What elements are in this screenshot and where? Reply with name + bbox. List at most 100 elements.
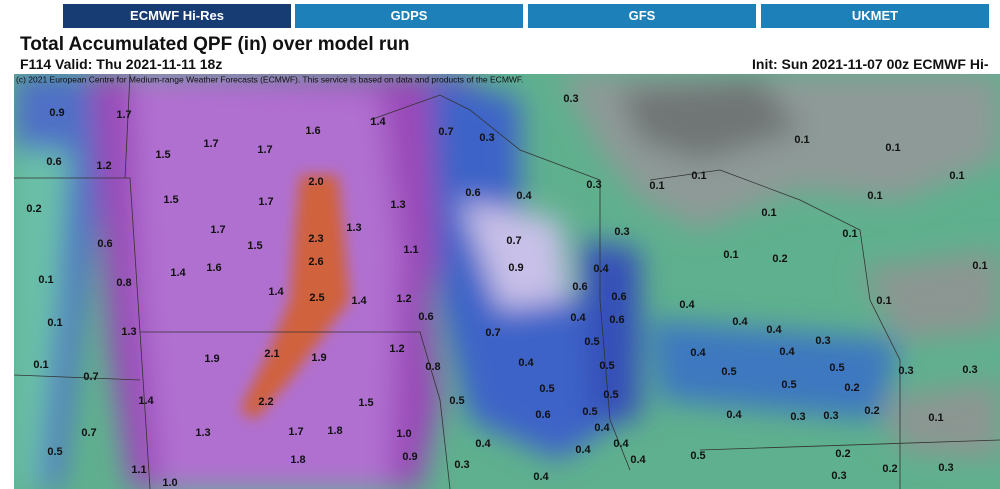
value-label: 0.6 bbox=[465, 187, 480, 199]
value-label: 1.4 bbox=[351, 295, 367, 307]
value-label: 1.2 bbox=[396, 293, 411, 305]
value-label: 0.1 bbox=[761, 207, 776, 219]
value-label: 0.1 bbox=[723, 249, 738, 261]
value-label: 1.6 bbox=[305, 125, 320, 137]
value-label: 2.6 bbox=[308, 256, 323, 268]
boundaries bbox=[14, 74, 1000, 489]
value-label: 2.2 bbox=[258, 396, 273, 408]
value-label: 2.5 bbox=[309, 292, 324, 304]
value-label: 1.9 bbox=[204, 353, 219, 365]
value-label: 0.6 bbox=[46, 156, 61, 168]
value-label: 1.7 bbox=[258, 196, 273, 208]
value-label: 2.1 bbox=[264, 348, 279, 360]
value-label: 0.5 bbox=[603, 389, 618, 401]
value-label: 1.4 bbox=[268, 286, 284, 298]
value-label: 0.4 bbox=[475, 438, 491, 450]
value-label: 0.1 bbox=[794, 134, 809, 146]
value-label: 0.5 bbox=[449, 395, 464, 407]
value-label: 2.3 bbox=[308, 233, 323, 245]
value-label: 1.7 bbox=[257, 144, 272, 156]
value-label: 0.5 bbox=[690, 450, 705, 462]
tab[interactable]: UKMET bbox=[761, 4, 989, 28]
value-label: 1.5 bbox=[155, 149, 170, 161]
map: (c) 2021 European Centre for Medium-rang… bbox=[14, 74, 1000, 489]
value-label: 1.7 bbox=[210, 224, 225, 236]
copyright: (c) 2021 European Centre for Medium-rang… bbox=[16, 74, 524, 84]
value-label: 0.4 bbox=[575, 444, 591, 456]
value-label: 0.3 bbox=[823, 410, 838, 422]
value-label: 0.5 bbox=[781, 379, 796, 391]
value-label: 0.2 bbox=[864, 405, 879, 417]
value-label: 0.2 bbox=[26, 203, 41, 215]
value-label: 0.3 bbox=[563, 93, 578, 105]
value-label: 1.4 bbox=[170, 267, 186, 279]
value-label: 1.1 bbox=[403, 244, 418, 256]
value-label: 0.2 bbox=[772, 253, 787, 265]
value-label: 0.1 bbox=[38, 274, 53, 286]
value-label: 1.4 bbox=[138, 395, 154, 407]
value-label: 0.4 bbox=[766, 324, 782, 336]
value-label: 0.3 bbox=[614, 226, 629, 238]
value-label: 0.4 bbox=[732, 316, 748, 328]
value-label: 1.2 bbox=[389, 343, 404, 355]
value-label: 0.2 bbox=[882, 463, 897, 475]
tab[interactable]: GFS bbox=[528, 4, 756, 28]
value-label: 0.6 bbox=[611, 291, 626, 303]
value-label: 0.6 bbox=[572, 281, 587, 293]
value-label: 0.7 bbox=[438, 126, 453, 138]
value-label: 0.1 bbox=[972, 260, 987, 272]
value-label: 0.5 bbox=[539, 383, 554, 395]
value-label: 0.4 bbox=[593, 263, 609, 275]
value-label: 0.5 bbox=[47, 446, 62, 458]
value-label: 0.1 bbox=[867, 190, 882, 202]
value-label: 0.5 bbox=[829, 362, 844, 374]
value-label: 1.7 bbox=[203, 138, 218, 150]
value-label: 0.4 bbox=[630, 454, 646, 466]
value-label: 0.4 bbox=[594, 422, 610, 434]
value-label: 0.9 bbox=[402, 451, 417, 463]
value-label: 0.5 bbox=[584, 336, 599, 348]
value-label: 0.7 bbox=[83, 371, 98, 383]
value-label: 0.4 bbox=[613, 438, 629, 450]
value-label: 0.4 bbox=[726, 409, 742, 421]
value-label: 1.3 bbox=[390, 199, 405, 211]
value-label: 1.5 bbox=[247, 240, 262, 252]
value-label: 0.1 bbox=[876, 295, 891, 307]
value-label: 1.1 bbox=[131, 464, 146, 476]
value-label: 1.0 bbox=[396, 428, 411, 440]
value-label: 0.4 bbox=[516, 190, 532, 202]
value-label: 1.7 bbox=[116, 109, 131, 121]
value-label: 1.3 bbox=[121, 326, 136, 338]
value-label: 1.2 bbox=[96, 160, 111, 172]
value-label: 1.5 bbox=[358, 397, 373, 409]
value-label: 1.8 bbox=[290, 454, 305, 466]
value-label: 0.4 bbox=[570, 312, 586, 324]
value-label: 0.7 bbox=[506, 235, 521, 247]
value-label: 0.1 bbox=[649, 180, 664, 192]
value-label: 0.1 bbox=[842, 228, 857, 240]
title: Total Accumulated QPF (in) over model ru… bbox=[20, 34, 410, 55]
value-label: 1.3 bbox=[195, 427, 210, 439]
value-label: 0.3 bbox=[962, 364, 977, 376]
value-label: 0.3 bbox=[479, 132, 494, 144]
value-label: 0.3 bbox=[938, 462, 953, 474]
tab[interactable]: GDPS bbox=[295, 4, 523, 28]
value-label: 0.4 bbox=[690, 347, 706, 359]
value-label: 0.7 bbox=[81, 427, 96, 439]
value-label: 1.0 bbox=[162, 477, 177, 489]
value-label: 1.9 bbox=[311, 352, 326, 364]
tab[interactable]: ECMWF Hi-Res bbox=[63, 4, 291, 28]
value-label: 0.7 bbox=[485, 327, 500, 339]
value-label: 0.5 bbox=[599, 360, 614, 372]
value-label: 0.4 bbox=[533, 471, 549, 483]
value-label: 0.3 bbox=[586, 179, 601, 191]
value-label: 1.3 bbox=[346, 222, 361, 234]
value-label: 0.9 bbox=[49, 107, 64, 119]
value-labels: 0.9 1.7 1.6 1.4 0.7 0.3 0.3 1.5 1.7 1.7 0.6 1.2 2.0 0… bbox=[26, 93, 987, 489]
value-label: 0.3 bbox=[815, 335, 830, 347]
value-label: 0.1 bbox=[928, 412, 943, 424]
value-label: 0.3 bbox=[898, 365, 913, 377]
value-label: 0.6 bbox=[535, 409, 550, 421]
value-label: 0.3 bbox=[454, 459, 469, 471]
